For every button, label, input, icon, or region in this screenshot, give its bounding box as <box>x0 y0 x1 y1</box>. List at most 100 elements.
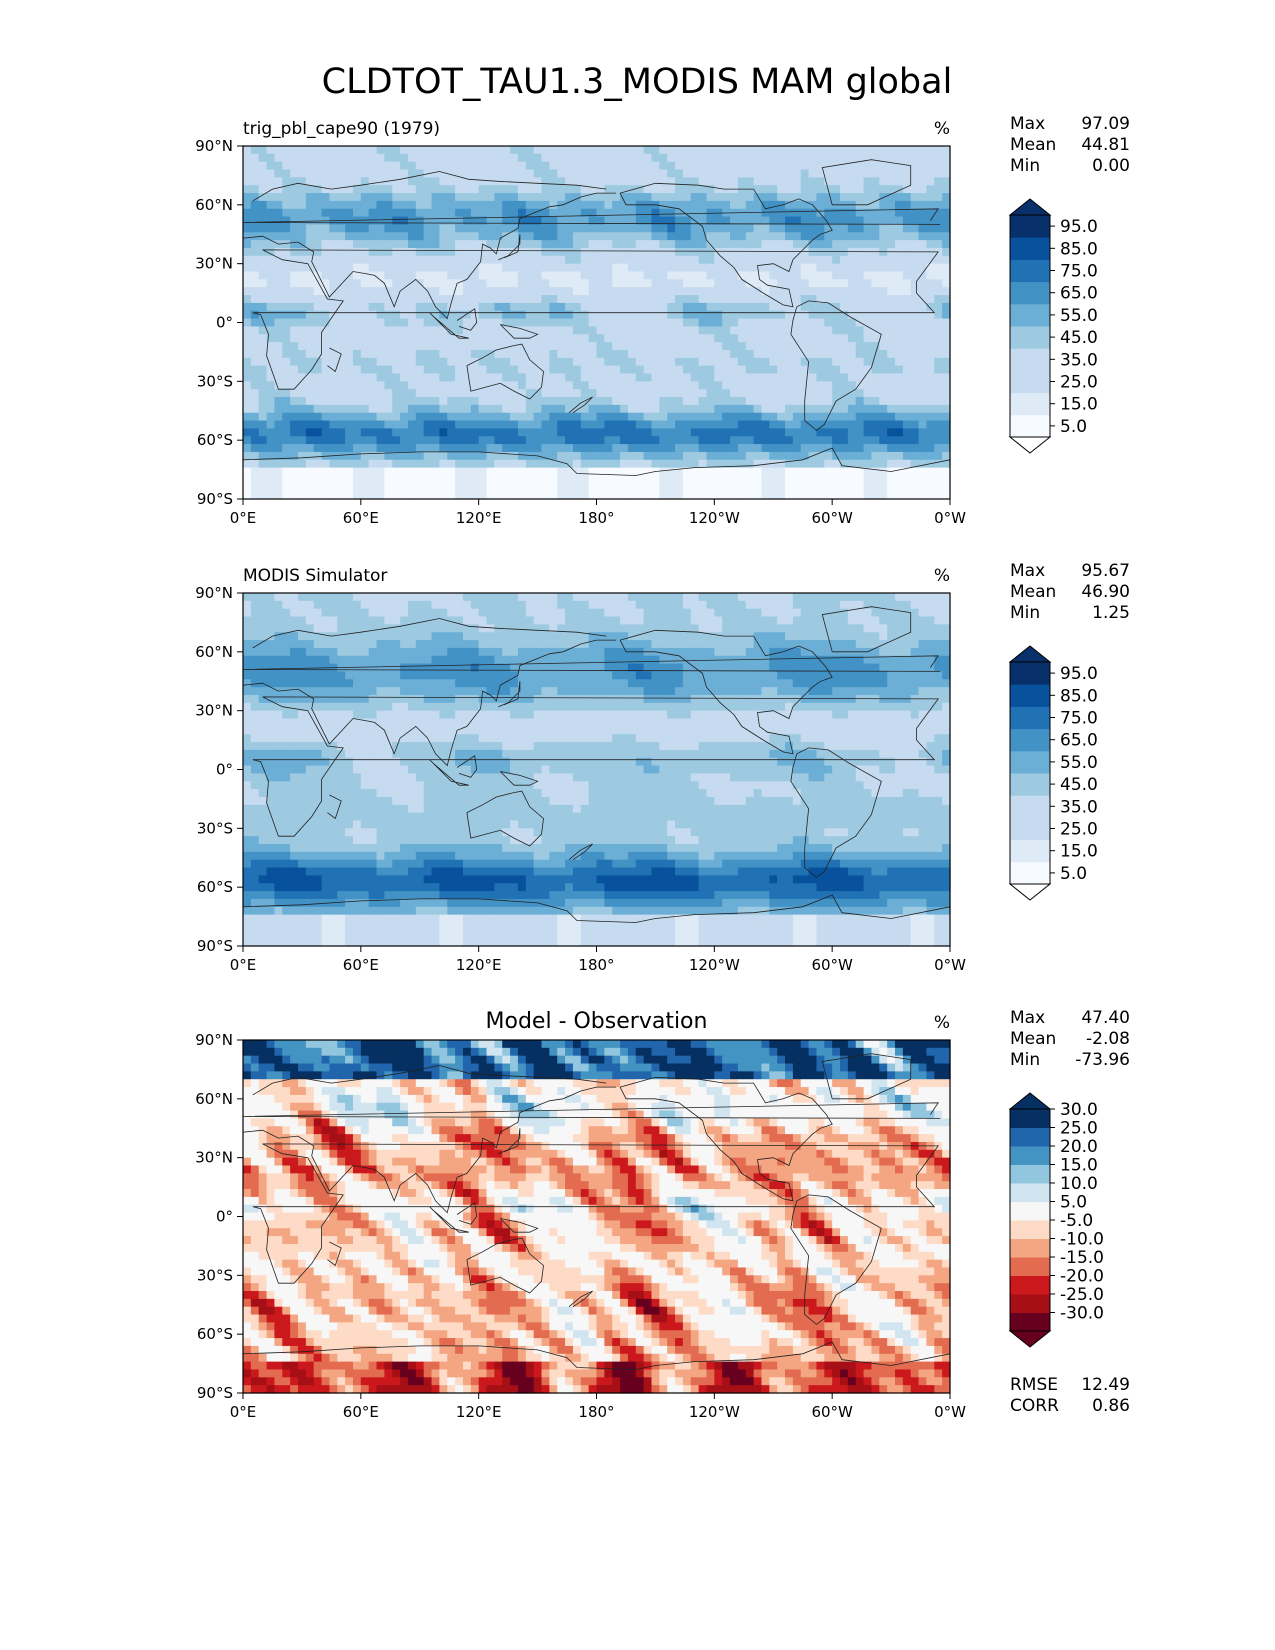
map-cell <box>588 655 598 665</box>
map-cell <box>415 161 425 171</box>
map-cell <box>737 381 747 390</box>
map-cell <box>596 318 605 328</box>
map-cell <box>675 373 684 382</box>
map-cell <box>541 232 550 241</box>
map-cell <box>431 232 440 241</box>
map-cell <box>706 475 715 484</box>
map-cell <box>588 593 598 602</box>
map-cell <box>297 255 307 265</box>
map-cell <box>470 208 480 218</box>
map-cell <box>439 624 448 633</box>
map-cell <box>769 475 778 484</box>
map-cell <box>832 310 841 320</box>
map-cell <box>808 404 818 414</box>
map-cell <box>847 318 857 328</box>
map-cell <box>250 185 260 194</box>
map-cell <box>478 247 488 257</box>
map-cell <box>620 467 629 477</box>
map-cell <box>942 240 951 249</box>
map-cell <box>934 310 943 320</box>
map-cell <box>604 302 613 312</box>
map-cell <box>871 208 880 218</box>
map-cell <box>840 247 849 257</box>
map-cell <box>400 208 409 218</box>
map-cell <box>620 208 629 218</box>
map-cell <box>816 397 825 406</box>
map-cell <box>392 185 401 194</box>
map-cell <box>737 349 747 359</box>
map-cell <box>934 247 943 257</box>
map-cell <box>250 153 260 163</box>
map-cell <box>274 459 283 469</box>
map-cell <box>392 475 401 484</box>
map-cell <box>620 632 629 641</box>
map-cell <box>816 647 825 657</box>
map-cell <box>486 153 495 163</box>
map-cell <box>604 255 613 265</box>
map-cell <box>800 459 810 469</box>
map-cell <box>604 640 613 649</box>
map-cell <box>439 146 448 155</box>
map-cell <box>847 247 857 257</box>
map-cell <box>918 475 928 484</box>
map-cell <box>580 491 590 500</box>
map-cell <box>934 146 943 155</box>
map-cell <box>887 483 896 492</box>
map-cell <box>572 279 582 288</box>
map-cell <box>447 608 456 618</box>
map-cell <box>769 342 778 351</box>
map-cell <box>902 161 912 171</box>
map-cell <box>682 302 692 312</box>
map-cell <box>250 600 260 610</box>
map-cell <box>832 467 841 477</box>
map-cell <box>910 146 920 155</box>
map-cell <box>517 232 527 241</box>
map-cell <box>282 279 291 288</box>
map-cell <box>400 185 409 194</box>
map-cell <box>282 475 291 484</box>
map-cell <box>290 287 299 296</box>
map-cell <box>557 216 566 226</box>
map-cell <box>816 318 825 328</box>
map-cell <box>290 153 299 163</box>
map-cell <box>258 483 268 492</box>
map-cell <box>352 326 362 335</box>
map-cell <box>572 608 582 618</box>
map-cell <box>824 240 833 249</box>
map-cell <box>297 655 307 665</box>
map-cell <box>777 412 786 422</box>
map-cell <box>345 247 354 257</box>
map-cell <box>588 263 598 273</box>
map-cell <box>580 365 590 375</box>
map-cell <box>879 224 888 233</box>
map-cell <box>557 389 566 398</box>
map-cell <box>643 444 653 453</box>
map-cell <box>635 616 645 625</box>
map-cell <box>447 357 456 367</box>
map-cell <box>808 161 818 171</box>
map-cell <box>541 247 550 257</box>
map-cell <box>761 451 770 461</box>
map-cell <box>517 436 527 445</box>
map-cell <box>918 161 928 171</box>
map-cell <box>596 342 605 351</box>
map-cell <box>777 342 786 351</box>
map-cell <box>588 491 598 500</box>
map-cell <box>376 161 385 171</box>
map-cell <box>250 483 260 492</box>
map-cell <box>706 216 715 226</box>
map-cell <box>800 232 810 241</box>
map-cell <box>612 608 621 618</box>
map-cell <box>887 318 896 328</box>
map-cell <box>258 632 268 641</box>
map-cell <box>329 146 338 155</box>
map-cell <box>565 208 574 218</box>
map-cell <box>902 146 912 155</box>
map-cell <box>643 357 653 367</box>
map-cell <box>557 436 566 445</box>
map-cell <box>761 357 770 367</box>
map-cell <box>785 420 794 429</box>
map-cell <box>376 475 385 484</box>
map-cell <box>596 436 605 445</box>
map-cell <box>329 608 338 618</box>
